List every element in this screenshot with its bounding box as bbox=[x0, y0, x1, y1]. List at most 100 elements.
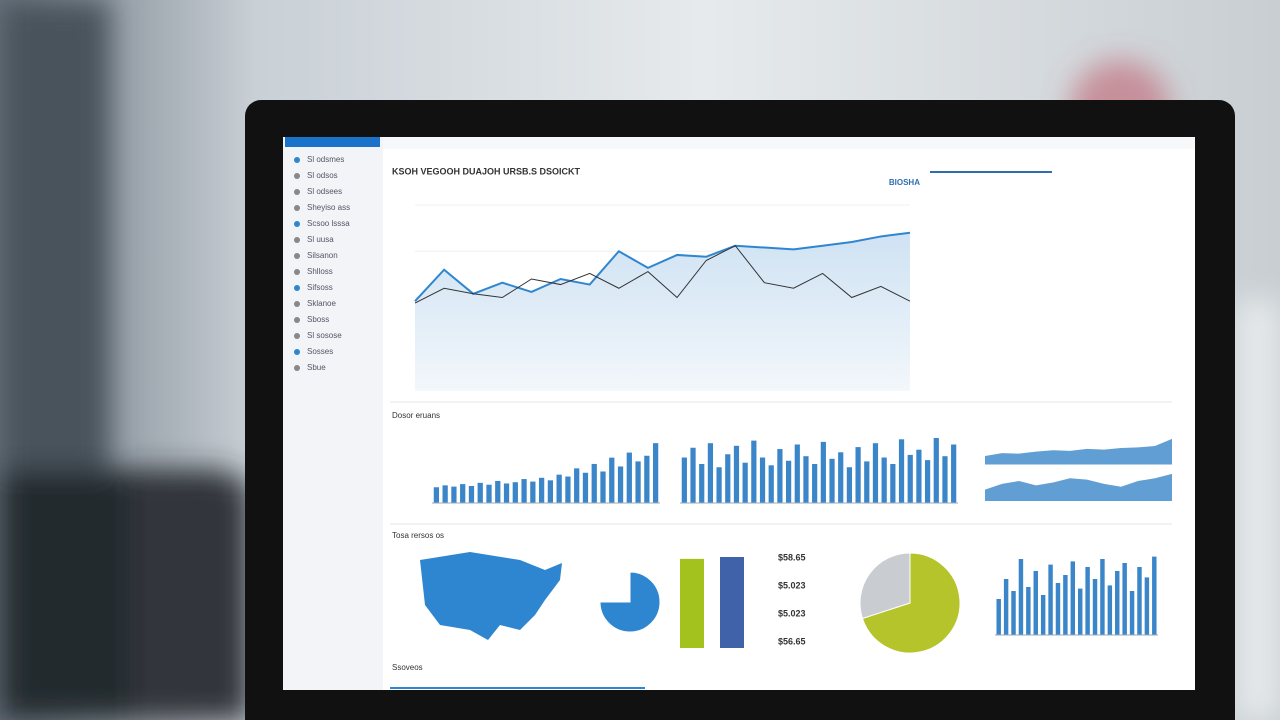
bar bbox=[768, 465, 774, 503]
bar bbox=[1040, 595, 1046, 635]
bar bbox=[951, 444, 957, 503]
kpi-value: $5.023 bbox=[778, 608, 806, 618]
bar bbox=[626, 452, 632, 503]
bar bbox=[1085, 567, 1090, 635]
bar bbox=[591, 463, 597, 503]
bar bbox=[503, 483, 510, 503]
bar bbox=[1092, 579, 1098, 635]
bar bbox=[916, 449, 922, 503]
bar bbox=[1077, 588, 1083, 635]
bar bbox=[530, 481, 536, 503]
bar bbox=[777, 449, 783, 503]
sidebar-icon bbox=[294, 333, 300, 339]
dashboard-title: KSOH VEGOOH DUAJOH URSB.S DSOICKT bbox=[392, 166, 581, 176]
bar bbox=[1033, 571, 1038, 635]
sidebar-icon bbox=[294, 365, 300, 371]
bar bbox=[881, 457, 887, 503]
bar bbox=[1115, 571, 1120, 635]
bar bbox=[725, 454, 731, 503]
bar bbox=[609, 457, 615, 503]
sidebar-item: Sl uusa bbox=[307, 235, 334, 244]
bar bbox=[1129, 591, 1135, 635]
bar bbox=[716, 467, 722, 503]
sidebar-icon bbox=[294, 349, 300, 355]
bar bbox=[820, 441, 826, 503]
bar bbox=[574, 468, 580, 503]
bar bbox=[733, 445, 740, 503]
bar bbox=[468, 485, 475, 503]
bar bbox=[644, 455, 650, 503]
bar bbox=[495, 480, 501, 503]
bar bbox=[942, 456, 948, 503]
bar bbox=[1144, 577, 1150, 635]
bar bbox=[785, 460, 792, 503]
bar bbox=[742, 462, 748, 503]
pie-slice bbox=[859, 552, 911, 620]
sidebar-item: Scsoo lsssa bbox=[307, 219, 350, 228]
line bbox=[414, 231, 911, 302]
sidebar-item: Shlloss bbox=[307, 267, 333, 276]
sidebar-item: Sl sosose bbox=[307, 331, 342, 340]
bar bbox=[907, 454, 913, 503]
bar bbox=[1137, 567, 1142, 635]
bar bbox=[838, 452, 844, 503]
sidebar-item: Sboss bbox=[307, 315, 329, 324]
bar bbox=[565, 476, 571, 503]
bar bbox=[829, 458, 835, 503]
bar bbox=[600, 471, 606, 503]
sidebar-icon bbox=[294, 301, 300, 307]
sidebar-icon bbox=[294, 221, 300, 227]
pie-slice bbox=[861, 552, 961, 654]
sidebar-icon bbox=[294, 285, 300, 291]
bar bbox=[898, 439, 905, 503]
bar bbox=[486, 484, 492, 503]
bar bbox=[759, 457, 766, 503]
bar bbox=[1100, 559, 1105, 635]
bar bbox=[855, 447, 861, 503]
area bbox=[985, 438, 1172, 465]
bar bbox=[635, 461, 641, 503]
panel-title: Tosa rersos os bbox=[392, 531, 444, 540]
panel-title: Ssoveos bbox=[392, 663, 423, 672]
bar bbox=[1122, 563, 1127, 635]
bar bbox=[547, 480, 554, 503]
bar bbox=[681, 457, 687, 503]
kpi-value: $5.023 bbox=[778, 580, 806, 590]
bar bbox=[451, 486, 457, 503]
bar bbox=[924, 460, 931, 503]
bar bbox=[803, 456, 809, 503]
bar bbox=[699, 464, 705, 503]
sidebar-item: Sl odsees bbox=[307, 187, 342, 196]
bar bbox=[794, 444, 800, 503]
map bbox=[420, 552, 562, 640]
bar bbox=[442, 485, 448, 503]
bar bbox=[460, 484, 466, 503]
bar bbox=[707, 443, 714, 503]
bar bbox=[690, 447, 696, 503]
top-bar bbox=[383, 137, 1195, 149]
bar bbox=[1026, 587, 1031, 635]
pie-slice bbox=[599, 571, 661, 633]
bar bbox=[680, 558, 704, 648]
line bbox=[414, 245, 911, 304]
sidebar-item: Sosses bbox=[307, 347, 333, 356]
sidebar bbox=[283, 137, 383, 690]
bar bbox=[933, 438, 939, 503]
bar bbox=[872, 443, 879, 503]
sidebar-icon bbox=[294, 269, 300, 275]
sidebar-item: Sbue bbox=[307, 363, 326, 372]
sidebar-header bbox=[285, 137, 380, 147]
area bbox=[415, 232, 910, 390]
panel-title: Dosor eruans bbox=[392, 411, 440, 420]
bar bbox=[1107, 585, 1113, 635]
sidebar-item: Sheyiso ass bbox=[307, 203, 350, 212]
sidebar-item: Sl odsmes bbox=[307, 155, 344, 164]
sidebar-icon bbox=[294, 205, 300, 211]
bar bbox=[538, 477, 545, 503]
pie-slice bbox=[599, 571, 631, 603]
sidebar-icon bbox=[294, 317, 300, 323]
bar bbox=[477, 482, 483, 503]
